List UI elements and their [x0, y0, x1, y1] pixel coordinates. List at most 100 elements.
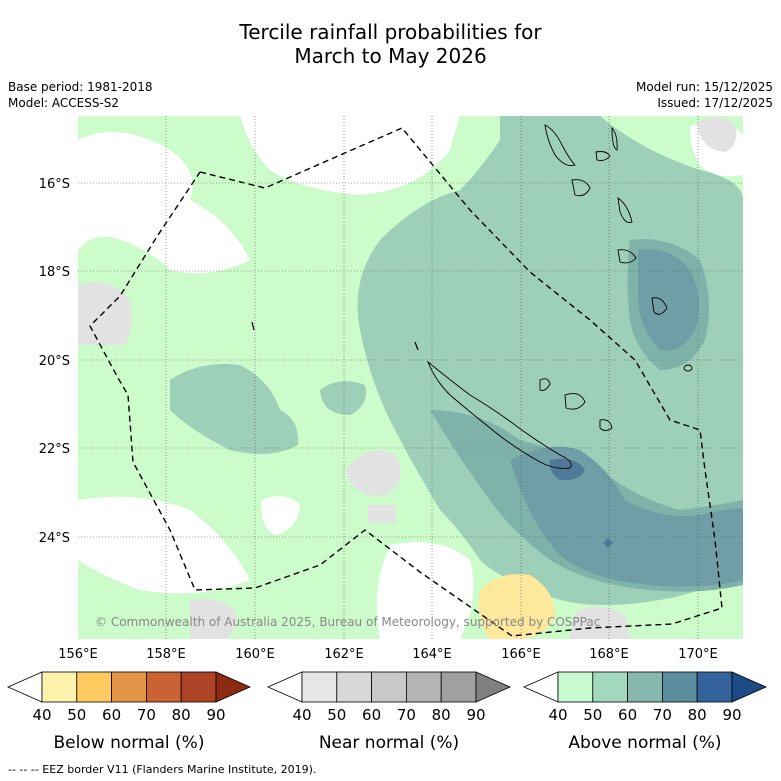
near-normal-patch-center: [345, 450, 401, 496]
lon-label: 170°E: [678, 647, 718, 662]
colorbar-swatch: [662, 671, 698, 703]
colorbar-swatch: [7, 671, 43, 703]
colorbar-tick-label: 70: [653, 706, 672, 724]
lat-label: 18°S: [39, 265, 70, 280]
colorbar-swatch: [523, 671, 559, 703]
colorbar-swatch: [731, 671, 767, 703]
above-50-region-west: [170, 364, 299, 454]
base-period: Base period: 1981-2018: [8, 80, 153, 94]
lat-label: 20°S: [39, 354, 70, 369]
below-normal-area: [478, 574, 555, 639]
eez-footnote: -- -- -- EEZ border V11 (Flanders Marine…: [8, 763, 317, 776]
colorbar-tick-label: 80: [432, 706, 451, 724]
above-50-region-top: [500, 116, 557, 147]
loyalty-island-1: [539, 378, 551, 391]
lon-label: 164°E: [412, 647, 452, 662]
colorbar-tick-label: 50: [583, 706, 602, 724]
colorbar-swatch: [405, 671, 442, 703]
colorbar-tick-label: 60: [618, 706, 637, 724]
colorbar-tick-label: 60: [362, 706, 381, 724]
vanuatu-island-2: [571, 179, 591, 197]
colorbar-tick-label: 70: [137, 706, 156, 724]
lon-label: 168°E: [589, 647, 629, 662]
vanuatu-island-5: [617, 197, 633, 223]
vanuatu-island-4: [611, 126, 618, 151]
lon-label: 160°E: [235, 647, 275, 662]
map-canvas: © Commonwealth of Australia 2025, Bureau…: [78, 116, 743, 639]
colorbar-swatch: [592, 671, 628, 703]
eez-border: [89, 127, 723, 637]
colorbar-swatch: [111, 671, 147, 703]
title-line-2: March to May 2026: [294, 44, 487, 68]
colorbar-tick-label: 80: [688, 706, 707, 724]
colorbar-swatch: [627, 671, 663, 703]
vanuatu-island-1: [544, 124, 576, 166]
above-70-region: [510, 446, 743, 587]
no-signal-area-southwest: [78, 496, 250, 594]
colorbar-swatch: [215, 671, 251, 703]
no-signal-area-south: [376, 542, 474, 639]
model-name: Model: ACCESS-S2: [8, 96, 120, 110]
colorbar-tick-label: 90: [206, 706, 225, 724]
colorbar-swatch: [557, 671, 594, 703]
colorbar-tick-label: 40: [32, 706, 51, 724]
island-tiny-2: [414, 341, 419, 351]
copyright-notice: © Commonwealth of Australia 2025, Bureau…: [95, 615, 600, 629]
colorbar-swatch: [696, 671, 733, 703]
issued-date: Issued: 17/12/2025: [657, 96, 773, 110]
colorbar-tick-label: 40: [292, 706, 311, 724]
above-50-region-main: [357, 116, 743, 605]
colorbar-swatch: [371, 671, 407, 703]
no-signal-area-north: [240, 116, 460, 195]
colorbar-swatch: [267, 671, 303, 703]
gridlines: [78, 116, 743, 639]
vanuatu-island-6: [617, 249, 637, 264]
island-tiny: [251, 321, 255, 331]
lon-label: 162°E: [324, 647, 364, 662]
model-run: Model run: 15/12/2025: [635, 80, 773, 94]
colorbar-swatch: [180, 671, 217, 703]
colorbar-swatch: [145, 671, 182, 703]
near-normal-patch-northeast: [697, 117, 737, 152]
lat-labels: 16°S 18°S 20°S 22°S 24°S: [39, 177, 70, 546]
colorbar-label: Above normal (%): [568, 733, 721, 753]
vanuatu-island-3: [595, 151, 611, 161]
new-caledonia-outline: [426, 360, 572, 469]
colorbar-swatch: [336, 671, 372, 703]
forecast-map: © Commonwealth of Australia 2025, Bureau…: [7, 116, 767, 753]
no-signal-spot: [111, 146, 139, 158]
colorbar-tick-label: 90: [722, 706, 741, 724]
colorbar-tick-label: 80: [172, 706, 191, 724]
loyalty-island-3: [599, 419, 613, 431]
colorbar-label: Below normal (%): [54, 733, 205, 753]
near-normal-patch-southeast: [570, 606, 630, 639]
above-50-region-spot: [320, 381, 366, 415]
colorbar-swatch: [41, 671, 78, 703]
colorbar-swatch: [440, 671, 477, 703]
colorbar-tick-label: 50: [67, 706, 86, 724]
colorbar-tick-label: 90: [466, 706, 485, 724]
lon-label: 158°E: [146, 647, 186, 662]
lon-label: 156°E: [58, 647, 98, 662]
colorbar-tick-label: 50: [327, 706, 346, 724]
above-70-region-north: [638, 249, 699, 351]
colorbar-tick-label: 40: [548, 706, 567, 724]
lat-label: 16°S: [39, 177, 70, 192]
lon-label: 166°E: [501, 647, 541, 662]
colorbar-label: Near normal (%): [319, 733, 459, 753]
loyalty-island-2: [564, 393, 586, 410]
near-normal-patch-small: [368, 505, 396, 523]
colorbar-swatch: [76, 671, 113, 703]
near-normal-patch-south: [190, 598, 237, 639]
colorbar-2: 40 50 60 70 80 90 Near normal (%): [267, 671, 511, 753]
lat-label: 24°S: [39, 531, 70, 546]
above-80-spot-small: [603, 538, 613, 548]
colorbar-swatch: [475, 671, 511, 703]
colorbar-tick-label: 70: [397, 706, 416, 724]
island-small: [683, 364, 693, 372]
lat-label: 22°S: [39, 442, 70, 457]
title-line-1: Tercile rainfall probabilities for: [239, 20, 542, 44]
